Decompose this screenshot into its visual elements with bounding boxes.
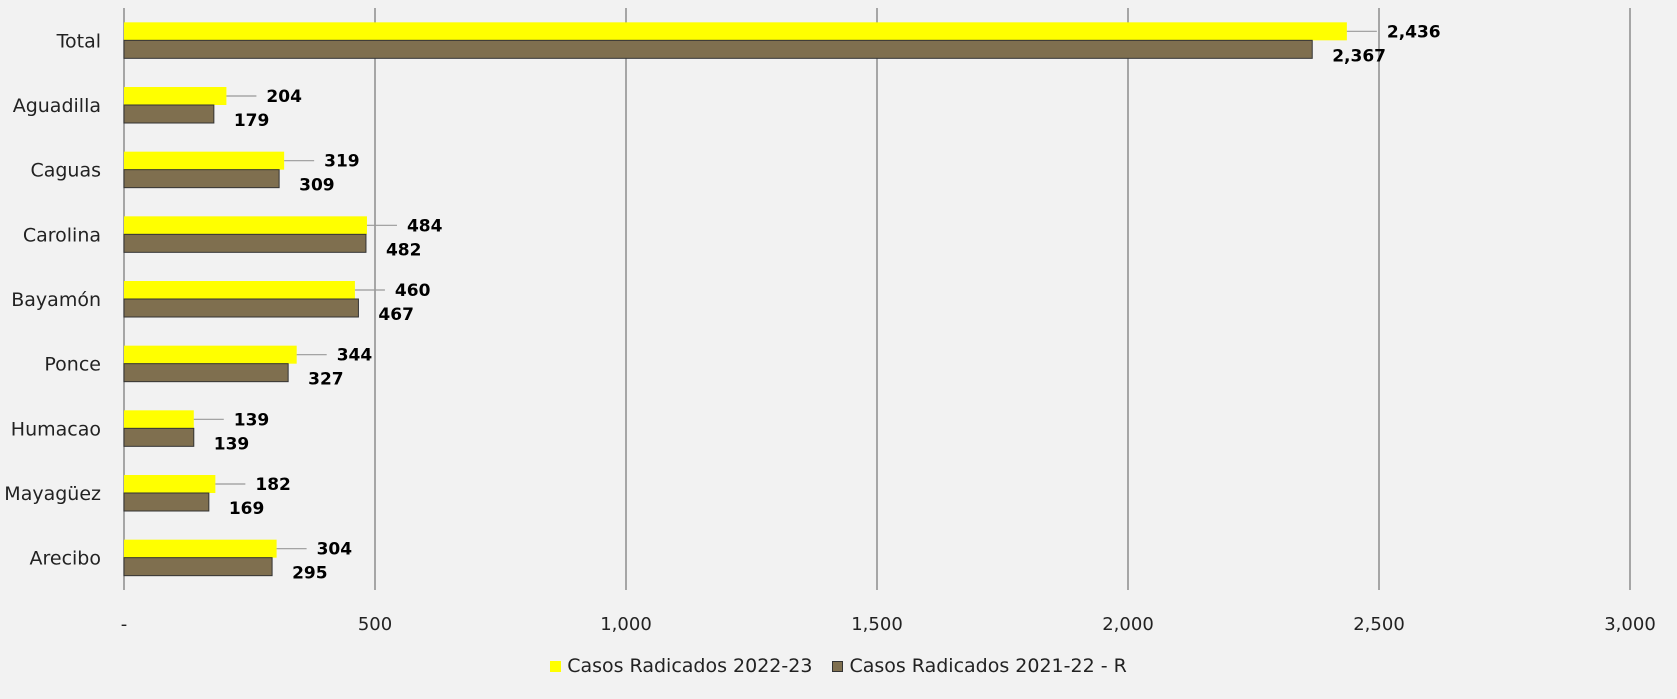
bar-2021-22	[123, 363, 289, 383]
bar-2022-23	[124, 539, 277, 558]
x-tick-label: 2,000	[1102, 614, 1154, 635]
x-tick-label: 500	[358, 614, 392, 635]
bar-2022-23	[124, 151, 285, 170]
data-label: 179	[234, 111, 270, 131]
category-label: Caguas	[30, 160, 101, 182]
data-label: 460	[395, 281, 431, 301]
bar-2021-22	[123, 557, 273, 577]
data-label: 182	[255, 475, 291, 495]
data-label: 139	[214, 434, 250, 454]
category-label: Bayamón	[11, 289, 101, 311]
data-label: 2,367	[1332, 46, 1386, 66]
x-tick-label: 2,500	[1353, 614, 1405, 635]
bar-2021-22	[123, 169, 280, 189]
data-label: 309	[299, 176, 335, 196]
bar-2022-23	[124, 281, 355, 299]
data-label: 484	[407, 216, 443, 236]
data-label: 344	[337, 346, 373, 366]
x-tick-label: 1,000	[600, 614, 652, 635]
legend-label-series-2: Casos Radicados 2021-22 - R	[849, 655, 1127, 677]
data-label: 139	[234, 410, 270, 430]
bar-2022-23	[124, 87, 227, 105]
legend-label-series-1: Casos Radicados 2022-23	[567, 655, 813, 677]
legend-swatch-series-1	[550, 660, 562, 672]
bar-2021-22	[123, 427, 195, 447]
legend-item-series-2: Casos Radicados 2021-22 - R	[832, 655, 1127, 677]
category-label: Total	[56, 30, 101, 52]
data-label: 204	[266, 87, 302, 107]
category-label: Ponce	[44, 354, 101, 376]
bar-2022-23	[124, 22, 1347, 41]
bar-2022-23	[124, 345, 297, 364]
data-label: 169	[229, 499, 265, 519]
data-label: 304	[317, 540, 353, 560]
legend-swatch-series-2	[832, 660, 844, 672]
bar-2022-23	[124, 475, 216, 493]
bar-2022-23	[124, 216, 367, 235]
x-tick-label: -	[121, 614, 128, 635]
data-label: 295	[292, 564, 328, 584]
x-tick-label: 3,000	[1604, 614, 1656, 635]
category-label: Carolina	[23, 224, 101, 246]
legend: Casos Radicados 2022-23 Casos Radicados …	[0, 655, 1677, 677]
bar-2022-23	[124, 410, 194, 429]
x-tick-label: 1,500	[851, 614, 903, 635]
category-label: Aguadilla	[13, 95, 101, 117]
bar-2021-22	[123, 39, 1313, 59]
bar-2021-22	[123, 492, 210, 512]
data-label: 319	[324, 152, 360, 172]
data-label: 327	[308, 370, 344, 390]
data-label: 2,436	[1387, 22, 1441, 42]
data-label: 482	[386, 240, 422, 260]
legend-item-series-1: Casos Radicados 2022-23	[550, 655, 812, 677]
bar-2021-22	[123, 298, 359, 318]
data-label: 467	[378, 305, 414, 325]
category-label: Humacao	[11, 418, 101, 440]
category-label: Arecibo	[30, 548, 102, 570]
category-label: Mayagüez	[4, 483, 101, 505]
bar-2021-22	[123, 104, 215, 124]
bar-2021-22	[123, 233, 367, 253]
